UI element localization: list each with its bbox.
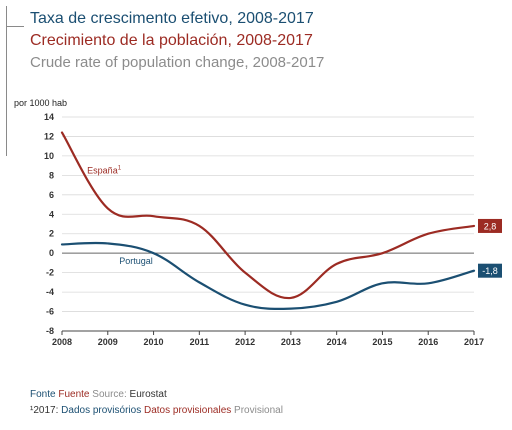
y-tick-label: 0	[49, 248, 54, 258]
footnote-year: 2017:	[33, 405, 59, 416]
x-tick-label: 2017	[464, 337, 484, 347]
y-tick-label: 10	[44, 151, 54, 161]
source-label-en: Source:	[92, 389, 127, 400]
source-line: Fonte Fuente Source: Eurostat	[30, 389, 167, 400]
y-tick-label: -6	[46, 307, 54, 317]
footnote-line: ¹2017: Dados provisórios Datos provision…	[30, 405, 283, 416]
y-tick-label: 8	[49, 170, 54, 180]
end-label-espana: 2,8	[484, 221, 497, 231]
x-tick-label: 2009	[98, 337, 118, 347]
y-tick-label: 12	[44, 131, 54, 141]
x-tick-label: 2016	[418, 337, 438, 347]
frame-line-horizontal	[6, 26, 24, 27]
y-tick-label: 2	[49, 229, 54, 239]
y-tick-label: -8	[46, 326, 54, 336]
footnote-es: Datos provisionales	[143, 405, 232, 416]
y-tick-label: -2	[46, 268, 54, 278]
end-label-badge-portugal	[478, 263, 502, 278]
series-line-espana	[60, 131, 476, 300]
x-tick-label: 2011	[190, 337, 210, 347]
x-tick-label: 2012	[235, 337, 255, 347]
footnote-pt: Dados provisórios	[61, 405, 142, 416]
footnote-en: Provisional	[234, 405, 283, 416]
chart-title-en: Crude rate of population change, 2008-20…	[30, 54, 325, 71]
y-tick-label: 6	[49, 190, 54, 200]
source-name: Eurostat	[129, 389, 167, 400]
series-label-portugal: Portugal	[119, 256, 153, 266]
y-tick-label: 14	[44, 112, 54, 122]
x-tick-label: 2013	[281, 337, 301, 347]
y-tick-label: -4	[46, 287, 54, 297]
end-label-portugal: -1,8	[482, 266, 498, 276]
chart-title-es: Crecimiento de la población, 2008-2017	[30, 32, 313, 49]
series-label-espana: España1	[87, 165, 122, 175]
end-label-badge-espana	[478, 218, 502, 233]
series-line-portugal	[60, 241, 476, 311]
y-axis-label: por 1000 hab	[14, 98, 67, 108]
x-tick-label: 2010	[144, 337, 164, 347]
source-label-pt: Fonte	[30, 389, 56, 400]
x-tick-label: 2008	[52, 337, 72, 347]
source-label-es: Fuente	[58, 389, 90, 400]
series-label-espana-footnote: 1	[118, 165, 122, 171]
frame-line-vertical	[6, 6, 7, 156]
x-tick-label: 2014	[327, 337, 347, 347]
chart-title-pt: Taxa de crescimento efetivo, 2008-2017	[30, 10, 314, 27]
y-tick-label: 4	[49, 209, 54, 219]
footnote-mark: ¹	[30, 405, 34, 416]
x-tick-label: 2015	[372, 337, 392, 347]
